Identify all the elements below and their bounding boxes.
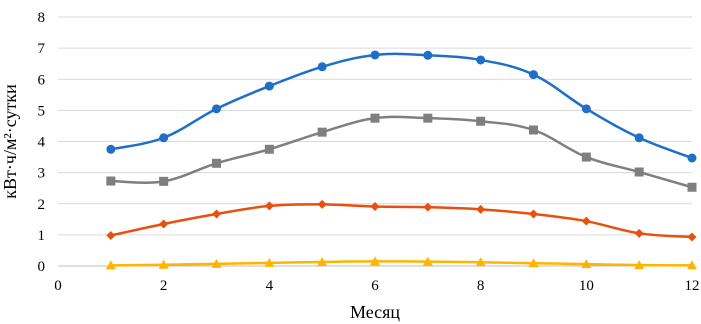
square-marker <box>634 167 644 177</box>
series-line <box>109 115 694 189</box>
circle-marker <box>212 104 221 114</box>
diamond-marker <box>687 232 697 242</box>
series-2 <box>106 113 697 192</box>
square-marker <box>106 176 116 186</box>
circle-marker <box>476 55 486 65</box>
series <box>105 50 697 270</box>
triangle-marker <box>264 257 275 267</box>
triangle-marker <box>634 260 645 270</box>
circle-marker <box>423 50 433 60</box>
diamond-marker <box>370 202 380 212</box>
y-tick-label: 5 <box>38 103 46 119</box>
series-line <box>109 203 694 239</box>
y-tick-label: 2 <box>38 197 46 213</box>
triangle-marker <box>105 260 116 270</box>
series-4 <box>105 256 697 270</box>
circle-marker <box>370 50 380 60</box>
triangle-marker <box>581 259 592 269</box>
y-tick-label: 1 <box>38 228 46 244</box>
square-marker <box>529 125 538 135</box>
square-marker <box>476 116 486 126</box>
series-3 <box>106 199 697 242</box>
y-tick-label: 3 <box>38 166 46 182</box>
x-tick-label: 0 <box>54 278 62 294</box>
square-marker <box>581 152 591 162</box>
square-marker <box>687 182 697 192</box>
square-marker <box>212 158 221 168</box>
square-marker <box>423 113 433 123</box>
triangle-marker <box>422 256 433 266</box>
diamond-marker <box>212 209 221 219</box>
diamond-marker <box>159 219 169 229</box>
square-marker <box>264 144 274 154</box>
x-tick-label: 4 <box>266 278 274 294</box>
y-axis-title: кВт·ч/м²·сутки <box>0 84 20 199</box>
circle-marker <box>687 153 697 163</box>
circle-marker <box>581 104 591 114</box>
x-tick-label: 8 <box>477 278 485 294</box>
circle-marker <box>106 144 116 154</box>
diamond-marker <box>476 204 486 214</box>
circle-marker <box>529 70 538 80</box>
triangle-marker <box>528 258 539 268</box>
y-tick-label: 4 <box>38 135 46 151</box>
y-tick-label: 7 <box>38 41 46 57</box>
triangle-marker <box>370 256 380 266</box>
diamond-marker <box>106 230 116 240</box>
series-line <box>109 260 694 267</box>
y-tick-label: 8 <box>38 10 46 26</box>
diamond-marker <box>423 202 433 212</box>
x-axis-title: Месяц <box>350 302 400 322</box>
diamond-marker <box>581 216 591 226</box>
x-tick-label: 6 <box>371 278 379 294</box>
x-tick-label: 2 <box>160 278 168 294</box>
square-marker <box>370 113 380 123</box>
y-tick-label: 6 <box>38 72 46 88</box>
series-line <box>109 52 694 160</box>
series-1 <box>106 50 697 163</box>
circle-marker <box>159 133 169 143</box>
diamond-marker <box>264 201 274 211</box>
square-marker <box>159 176 169 186</box>
diamond-marker <box>529 209 538 219</box>
x-tick-label: 12 <box>685 278 700 294</box>
triangle-marker <box>687 260 697 270</box>
y-tick-label: 0 <box>38 259 46 275</box>
triangle-marker <box>211 258 222 268</box>
diamond-marker <box>317 199 327 209</box>
diamond-marker <box>634 228 644 238</box>
circle-marker <box>634 133 644 143</box>
x-tick-label: 10 <box>579 278 594 294</box>
triangle-marker <box>158 259 169 269</box>
square-marker <box>317 127 327 137</box>
triangle-marker <box>317 256 328 266</box>
circle-marker <box>317 62 327 72</box>
triangle-marker <box>475 257 486 267</box>
circle-marker <box>264 81 274 91</box>
